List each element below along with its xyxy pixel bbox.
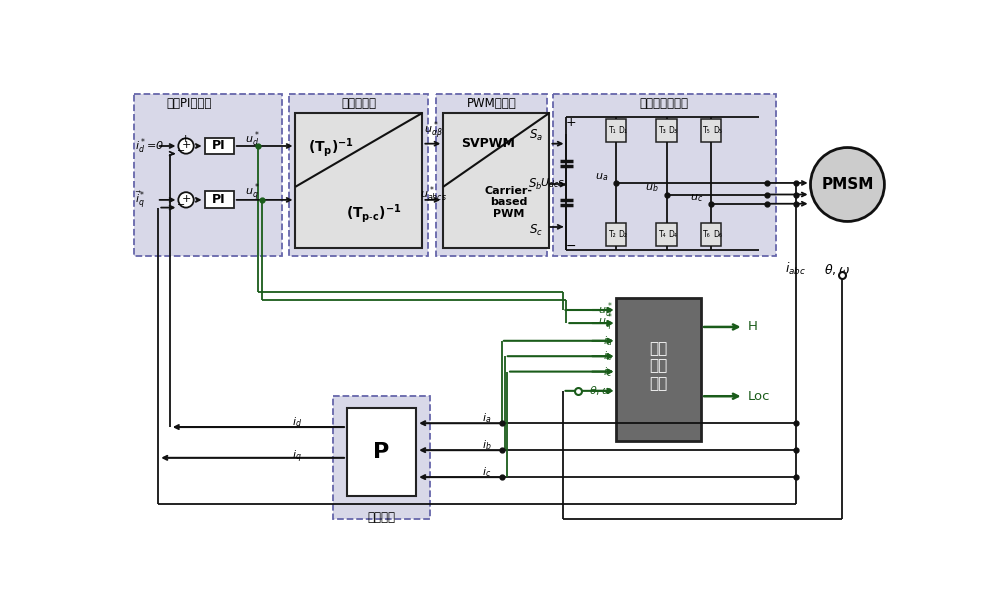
Text: D₂: D₂ (618, 230, 627, 239)
Bar (205, 191, 234, 208)
Text: $i_d$: $i_d$ (292, 415, 302, 429)
Text: PI: PI (212, 194, 226, 206)
Text: +: + (566, 117, 576, 129)
Text: +: + (182, 140, 191, 150)
Text: T₂: T₂ (609, 230, 616, 239)
Text: $u_c$: $u_c$ (690, 192, 703, 204)
Text: 坐标变换: 坐标变换 (368, 512, 396, 524)
Text: 坐标逆变换: 坐标逆变换 (341, 97, 376, 110)
Text: $\mathbf{(T_{p\text{-}c})^{-1}}$: $\mathbf{(T_{p\text{-}c})^{-1}}$ (346, 202, 402, 225)
Text: $S_a$: $S_a$ (529, 127, 543, 143)
Text: Carrier-
based
PWM: Carrier- based PWM (485, 186, 533, 219)
Text: T₅: T₅ (703, 126, 711, 135)
Text: −: − (177, 146, 185, 155)
Text: 电压源型逆变器: 电压源型逆变器 (640, 97, 689, 110)
Circle shape (810, 148, 884, 222)
Bar (616, 299, 701, 441)
Text: $u_{abcs}^*$: $u_{abcs}^*$ (420, 185, 447, 205)
Bar (553, 95, 776, 256)
Text: $i_b$: $i_b$ (482, 438, 491, 452)
Text: $u_b$: $u_b$ (645, 183, 659, 194)
Text: T₃: T₃ (659, 126, 667, 135)
Text: $U_{dc}$s: $U_{dc}$s (540, 176, 565, 190)
Text: $u_d^*$: $u_d^*$ (245, 129, 260, 149)
Text: T₆: T₆ (703, 230, 711, 239)
Text: $u_d^*$: $u_d^*$ (598, 300, 613, 320)
Text: $S_b$: $S_b$ (528, 177, 543, 192)
Text: $\theta,\omega$: $\theta,\omega$ (824, 262, 850, 277)
Text: PMSM: PMSM (821, 177, 874, 192)
Text: $i_c$: $i_c$ (482, 465, 491, 478)
Bar (134, 95, 282, 256)
Bar (656, 223, 677, 246)
Bar (436, 95, 547, 256)
Text: D₅: D₅ (713, 126, 722, 135)
Text: H: H (747, 320, 757, 333)
Bar (289, 95, 428, 256)
Text: $i_q$: $i_q$ (292, 448, 302, 464)
Text: $u_q^*$: $u_q^*$ (598, 312, 613, 334)
Text: $S_c$: $S_c$ (529, 223, 543, 238)
Text: Loc: Loc (747, 390, 770, 402)
Text: $i_b$: $i_b$ (603, 349, 613, 363)
Text: +: + (181, 134, 190, 144)
Text: +: + (182, 194, 191, 204)
Text: 故障
诊断
模块: 故障 诊断 模块 (650, 341, 668, 391)
Bar (347, 408, 416, 497)
Text: $i_c$: $i_c$ (603, 365, 613, 379)
Text: $u_q^*$: $u_q^*$ (245, 182, 260, 204)
Text: $u_a$: $u_a$ (595, 171, 608, 183)
Text: $i_a$: $i_a$ (482, 411, 491, 425)
Text: −: − (177, 200, 185, 209)
Text: D₁: D₁ (618, 126, 627, 135)
Bar (333, 396, 430, 520)
Text: T₁: T₁ (609, 126, 616, 135)
Text: $\theta,\omega$: $\theta,\omega$ (589, 384, 613, 398)
Text: $\mathbf{(T_p)^{-1}}$: $\mathbf{(T_p)^{-1}}$ (308, 136, 354, 159)
Text: 电流PI控制器: 电流PI控制器 (166, 97, 212, 110)
Circle shape (178, 138, 194, 154)
Text: $u_{\alpha\beta}^*$: $u_{\alpha\beta}^*$ (424, 120, 443, 143)
Text: T₄: T₄ (659, 230, 666, 239)
Text: $\vec{i}_q^*$: $\vec{i}_q^*$ (135, 189, 146, 211)
Text: PI: PI (212, 140, 226, 152)
Text: P: P (373, 442, 390, 462)
Bar (606, 119, 626, 142)
Text: $i_d^*$=0: $i_d^*$=0 (135, 136, 164, 156)
Bar (656, 119, 677, 142)
Circle shape (178, 192, 194, 208)
Text: D₃: D₃ (668, 126, 677, 135)
Text: SVPWM: SVPWM (461, 137, 515, 150)
Text: PWM发生器: PWM发生器 (467, 97, 517, 110)
Bar (701, 223, 721, 246)
Bar (205, 138, 234, 154)
Bar (701, 119, 721, 142)
Bar (295, 113, 422, 248)
Text: D₆: D₆ (713, 230, 722, 239)
Text: −: − (566, 240, 576, 253)
Text: $i_{abc}$: $i_{abc}$ (785, 261, 806, 277)
Text: $i_a$: $i_a$ (603, 334, 613, 348)
Bar (443, 113, 549, 248)
Text: D₄: D₄ (668, 230, 677, 239)
Bar (606, 223, 626, 246)
